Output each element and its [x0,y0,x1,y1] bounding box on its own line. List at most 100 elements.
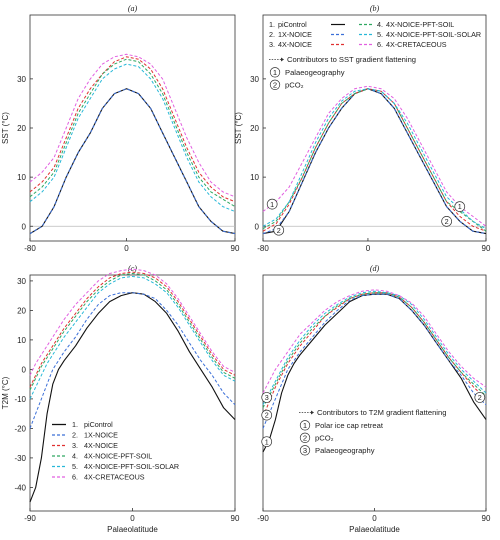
legend-number: 4. [72,452,78,461]
series-line-2 [29,292,236,429]
annotation-label: Palaeogeography [285,68,345,77]
legend-label: 1X-NOICE [84,431,118,440]
legend-label: 4X-NOICE-PFT-SOIL-SOLAR [84,462,179,471]
callout-number: 2 [277,226,281,235]
panel-c: (c) -90 0 90 -40 -30 -20 -10 0 10 20 30 T2M (°C) Pala… [1,264,240,534]
y-tick-label: -30 [14,454,26,463]
legend-entry: 4. 4X-NOICE-PFT-SOIL [52,452,152,461]
legend-entry: 6. 4X-CRETACEOUS [52,473,145,482]
y-axis-label: T2M (°C) [1,376,10,409]
annotation-marker [269,67,281,78]
series-line-2 [262,88,487,235]
annotation-number: 1 [303,421,307,430]
series-line-4 [29,58,236,208]
x-tick-label: 0 [124,244,129,253]
callout-marker [474,392,486,403]
legend-label: 4X-CRETACEOUS [84,473,145,482]
legend-number: 2. [72,431,78,440]
arrow-head-icon [311,410,314,415]
panel-label: (d) [370,264,380,273]
series-line-2 [29,88,236,235]
x-tick-label: -90 [257,514,269,523]
legend-label: piControl [84,420,113,429]
x-tick-label: 90 [482,244,491,253]
series-line-3 [29,56,236,203]
panel-d: (d) -90 0 90 Palaeolatitude 3 2 1 2 Contributors … [257,264,491,534]
series-line-5 [29,63,236,212]
series-line-3 [262,292,487,417]
callout-number: 1 [270,200,274,209]
x-axis-label: Palaeolatitude [349,525,400,534]
x-tick-label: 0 [372,514,377,523]
series-line-5 [262,88,487,230]
x-axis-label: Palaeolatitude [107,525,158,534]
legend-number: 1. [72,420,78,429]
series-line-5 [29,276,236,400]
legend-label: 4X-CRETACEOUS [386,40,447,49]
legend-entry: 3. 4X-NOICE [269,40,345,49]
legend-entry: 5. 4X-NOICE-PFT-SOIL-SOLAR [52,462,179,471]
y-tick-label: -10 [14,395,26,404]
annotation-label: pCO₂ [315,434,334,443]
legend-entry: 2. 1X-NOICE [269,30,345,39]
y-axis-label: SST (°C) [234,112,243,144]
callout-number: 1 [458,202,462,211]
annotation-marker [269,79,281,90]
series-line-6 [262,289,487,394]
x-tick-label: -90 [24,514,36,523]
legend-label: 4X-NOICE-PFT-SOIL-SOLAR [386,30,481,39]
annotation-marker [299,420,311,431]
series-line-3 [262,88,487,232]
series-line-6 [29,53,236,198]
panel-label: (a) [128,4,138,13]
legend-entry: 2. 1X-NOICE [52,431,118,440]
legend-label: 1X-NOICE [278,30,312,39]
callout-marker [261,392,273,403]
x-tick-label: 0 [366,244,371,253]
annotation-number: 2 [273,81,277,90]
legend-entry: 5. 4X-NOICE-PFT-SOIL-SOLAR [359,30,481,39]
arrow-head-icon [281,57,284,62]
legend-number: 3. [72,441,78,450]
callout-number: 2 [445,217,449,226]
callout-marker [273,224,285,236]
callout-marker [441,215,452,227]
callout-number: 3 [265,393,269,402]
series-line-2 [262,293,487,429]
y-tick-label: 10 [17,336,26,345]
series-line-4 [262,88,487,232]
annotation-number: 1 [273,68,277,77]
series-line-3 [29,271,236,388]
callout-number: 2 [478,393,482,402]
series-line-1 [262,88,487,235]
y-tick-label: 30 [17,75,26,84]
y-tick-label: 20 [17,306,26,315]
y-tick-label: 10 [17,173,26,182]
legend-label: 4X-NOICE [84,441,118,450]
annotation-label: Palaeogeography [315,446,375,455]
y-tick-label: 20 [250,124,259,133]
y-tick-label: 20 [17,124,26,133]
panel-label: (b) [370,4,380,13]
series-line-4 [29,273,236,391]
callout-marker [266,198,278,210]
legend-entry: 6. 4X-CRETACEOUS [359,40,447,49]
legend-label: 4X-NOICE [278,40,312,49]
x-tick-label: -80 [257,244,269,253]
callout-marker [261,409,273,421]
legend-number: 3. [269,40,275,49]
annotation-number: 3 [303,446,307,455]
panel-a: (a) -80 0 90 0 10 20 30 SST (°C) [1,4,240,253]
plot-frame [262,274,487,512]
annotation-marker [299,432,311,443]
x-tick-label: -80 [24,244,36,253]
y-tick-label: 10 [250,173,259,182]
y-tick-label: 30 [17,277,26,286]
legend-number: 5. [72,462,78,471]
callout-marker [261,436,273,448]
legend-number: 2. [269,30,275,39]
legend-label: 4X-NOICE-PFT-SOIL [386,20,454,29]
legend-entry: 4. 4X-NOICE-PFT-SOIL [359,20,454,29]
